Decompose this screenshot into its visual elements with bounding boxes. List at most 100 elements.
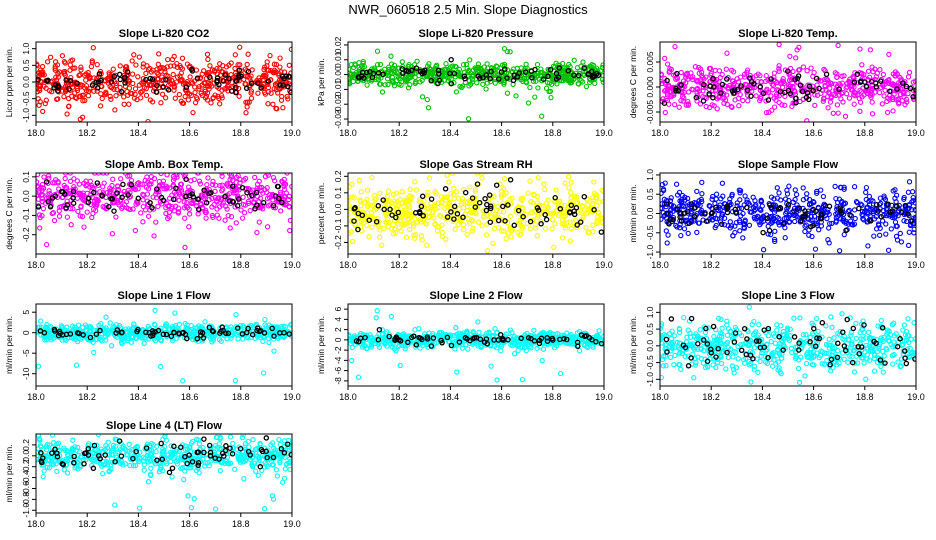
data-point (89, 59, 95, 66)
data-point (235, 85, 242, 92)
data-point-black (522, 69, 529, 75)
data-point (180, 81, 187, 87)
data-point (182, 93, 188, 100)
data-point-black (64, 202, 71, 208)
data-point (768, 93, 774, 99)
data-point (129, 333, 135, 339)
data-point (74, 338, 81, 345)
data-point (480, 214, 487, 220)
data-point-black (226, 198, 233, 204)
data-point-black (483, 207, 490, 214)
x-tick-label: 18.2 (78, 128, 96, 138)
data-point (419, 94, 426, 100)
data-point (266, 331, 273, 337)
data-point (285, 96, 291, 102)
y-tick-label: -0.2 (333, 235, 343, 250)
data-point (141, 340, 147, 346)
data-point (741, 71, 748, 77)
data-point (264, 224, 271, 230)
data-point-black (52, 193, 59, 199)
data-point (262, 316, 268, 323)
data-point (222, 86, 228, 92)
data-point (681, 203, 687, 210)
data-point-black (154, 82, 160, 89)
data-point (287, 227, 292, 234)
data-point (43, 85, 49, 91)
data-point-black (460, 214, 466, 221)
data-point (778, 219, 784, 225)
data-point (143, 70, 149, 77)
data-point-black (451, 216, 457, 222)
data-point (219, 68, 225, 75)
data-point-black (45, 198, 51, 205)
data-point (385, 69, 392, 75)
data-point-black (863, 83, 870, 90)
data-point-black (120, 181, 126, 188)
data-point (708, 70, 714, 77)
data-point (147, 82, 153, 89)
data-point (188, 92, 194, 99)
data-point-black (540, 76, 547, 82)
data-point (501, 228, 507, 234)
data-point (865, 243, 871, 249)
data-point (385, 223, 391, 229)
data-point-black (516, 70, 522, 76)
data-point-black (395, 209, 402, 216)
data-point (260, 80, 267, 87)
x-tick-label: 18.6 (493, 260, 511, 270)
data-point (698, 207, 705, 214)
data-point (80, 98, 86, 104)
data-point (737, 197, 743, 203)
data-point (169, 56, 176, 63)
data-point (177, 78, 183, 84)
data-point-black (867, 218, 874, 224)
data-point (664, 240, 670, 246)
data-point-black (823, 71, 830, 78)
data-point (184, 322, 190, 328)
data-point (519, 376, 526, 383)
data-point (851, 184, 858, 190)
data-point-black (462, 189, 469, 196)
data-point-black (688, 201, 695, 207)
data-point (180, 378, 186, 384)
data-point (694, 188, 700, 195)
data-point-black (500, 203, 506, 210)
data-point (892, 69, 899, 75)
data-point-black (122, 80, 128, 86)
data-point (414, 58, 420, 64)
data-point-black (810, 88, 816, 94)
data-point (353, 69, 360, 75)
data-point-black (41, 330, 48, 336)
data-point-black (795, 73, 802, 79)
data-point (693, 77, 699, 84)
data-point (403, 77, 409, 83)
data-point-black (184, 335, 190, 342)
data-point-black (70, 200, 77, 206)
data-point (674, 192, 681, 198)
data-point (787, 53, 793, 59)
data-point (660, 80, 665, 87)
data-point-black (134, 328, 140, 335)
data-point-black (474, 181, 481, 187)
data-point (36, 212, 43, 218)
data-point (39, 63, 46, 70)
data-point-black (57, 330, 63, 337)
data-point-black (907, 85, 914, 92)
data-point (507, 225, 513, 231)
data-point (514, 342, 521, 348)
data-point (279, 93, 285, 100)
y-tick-label: 0.00 (333, 66, 343, 83)
data-point (434, 62, 440, 68)
data-point (423, 221, 429, 227)
data-point (891, 91, 897, 98)
data-point (129, 58, 135, 64)
data-point (43, 97, 49, 103)
data-point (862, 208, 868, 214)
data-point (236, 93, 242, 99)
data-point (171, 87, 177, 93)
data-point (245, 51, 251, 57)
data-point (839, 73, 845, 79)
data-point (478, 66, 484, 73)
